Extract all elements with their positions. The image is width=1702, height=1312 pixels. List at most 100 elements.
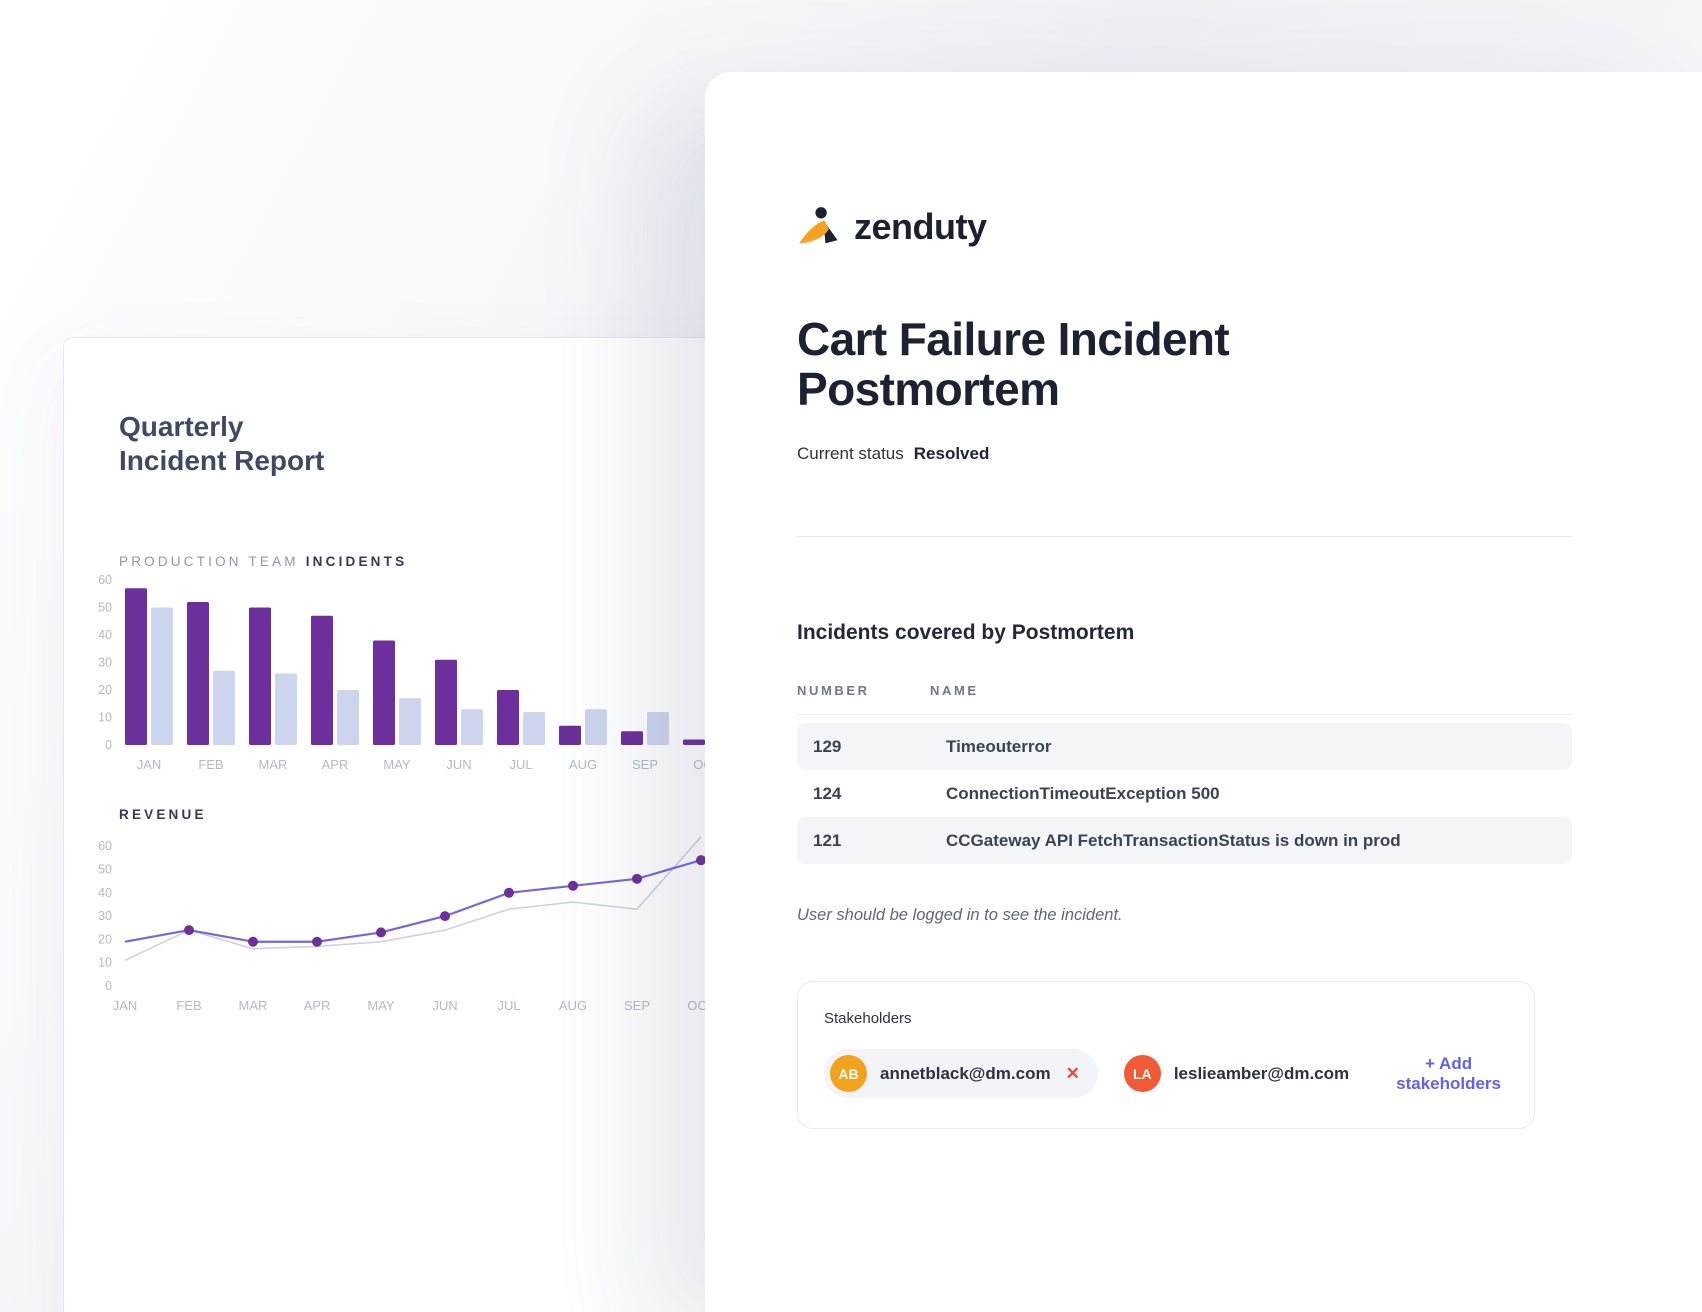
x-month-label: SEP bbox=[632, 757, 658, 772]
y-tick-label: 60 bbox=[98, 573, 112, 587]
revenue-chart-title: REVENUE bbox=[119, 807, 1062, 822]
bar-incidents-secondary-AUG bbox=[585, 709, 607, 745]
bar-incidents-primary-APR bbox=[311, 615, 333, 745]
status-row: Current status Resolved bbox=[797, 444, 1572, 464]
report-title-line1: Quarterly bbox=[119, 411, 244, 442]
brand-name: zenduty bbox=[854, 206, 987, 247]
x-month-label: APR bbox=[322, 757, 349, 772]
stakeholders-row: AB annetblack@dm.com ✕ LA leslieamber@dm… bbox=[824, 1049, 1508, 1098]
x-month-label: FEB bbox=[198, 757, 223, 772]
y-tick-label: 50 bbox=[98, 863, 112, 877]
bar-incidents-secondary-MAY bbox=[399, 698, 421, 745]
table-header: NUMBER NAME bbox=[797, 683, 1572, 698]
incident-name: CCGateway API FetchTransactionStatus is … bbox=[946, 830, 1401, 850]
x-month-label: AUG bbox=[569, 757, 597, 772]
y-tick-label: 40 bbox=[98, 886, 112, 900]
brand-row: zenduty bbox=[797, 72, 1572, 248]
y-tick-label: 0 bbox=[105, 979, 112, 993]
data-point-dot bbox=[440, 911, 450, 922]
incident-number: 129 bbox=[813, 736, 842, 756]
avatar: LA bbox=[1123, 1055, 1161, 1092]
column-header-name: NAME bbox=[930, 683, 979, 698]
y-tick-label: 20 bbox=[98, 932, 112, 946]
revenue-secondary-line bbox=[124, 836, 702, 962]
x-month-label: SEP bbox=[624, 998, 650, 1013]
y-tick-label: 0 bbox=[105, 738, 112, 752]
incidents-table: 129 Timeouterror 124 ConnectionTimeoutEx… bbox=[797, 723, 1572, 864]
bar-incidents-primary-MAR bbox=[249, 607, 271, 745]
x-month-label: JAN bbox=[113, 998, 138, 1013]
bar-incidents-primary-JUN bbox=[435, 659, 457, 745]
stakeholders-card: Stakeholders AB annetblack@dm.com ✕ LA l… bbox=[797, 981, 1535, 1129]
bar-incidents-primary-SEP bbox=[621, 731, 643, 745]
bar-incidents-primary-MAY bbox=[373, 640, 395, 745]
x-month-label: MAR bbox=[259, 757, 288, 772]
divider bbox=[797, 536, 1572, 537]
table-row[interactable]: 121 CCGateway API FetchTransactionStatus… bbox=[797, 817, 1572, 864]
add-stakeholders-button[interactable]: + Add stakeholders bbox=[1389, 1054, 1508, 1094]
data-point-dot bbox=[696, 855, 706, 866]
bar-incidents-primary-JUL bbox=[497, 690, 519, 745]
table-row[interactable]: 129 Timeouterror bbox=[797, 723, 1572, 770]
incident-name: ConnectionTimeoutException 500 bbox=[946, 783, 1220, 803]
data-point-dot bbox=[376, 927, 386, 938]
bar-incidents-secondary-JAN bbox=[151, 607, 173, 745]
stakeholder-email: annetblack@dm.com bbox=[880, 1063, 1051, 1083]
incidents-bar-chart: 0 10 20 30 40 50 60 JAN FEB MAR APR MAY JUN JUL AUG SEP… bbox=[98, 573, 731, 772]
incidents-chart-title: PRODUCTION TEAM INCIDENTS bbox=[119, 554, 1062, 569]
revenue-primary-line bbox=[124, 859, 702, 943]
stakeholder-email: leslieamber@dm.com bbox=[1173, 1063, 1350, 1083]
bar-incidents-secondary-SEP bbox=[647, 712, 669, 745]
status-label: Current status bbox=[797, 444, 904, 463]
report-title: Quarterly Incident Report bbox=[119, 410, 1062, 478]
avatar: AB bbox=[830, 1055, 867, 1092]
x-month-label: FEB bbox=[176, 998, 201, 1013]
incident-number: 124 bbox=[813, 783, 842, 803]
remove-stakeholder-button[interactable]: ✕ bbox=[1065, 1063, 1080, 1083]
data-point-dot bbox=[632, 873, 642, 884]
bar-incidents-primary-AUG bbox=[559, 725, 581, 745]
bar-incidents-secondary-JUL bbox=[523, 712, 545, 745]
x-month-label: APR bbox=[304, 998, 331, 1013]
data-point-dot bbox=[248, 936, 258, 947]
data-point-dot bbox=[504, 887, 514, 898]
bar-incidents-secondary-APR bbox=[337, 690, 359, 745]
y-tick-label: 40 bbox=[98, 628, 112, 642]
revenue-chart-title-bold: REVENUE bbox=[119, 807, 207, 822]
bar-incidents-secondary-FEB bbox=[213, 670, 235, 745]
incidents-chart-title-prefix: PRODUCTION TEAM bbox=[119, 554, 299, 569]
incident-number: 121 bbox=[813, 830, 842, 850]
bar-incidents-primary-OCT bbox=[683, 739, 705, 745]
x-month-label: JAN bbox=[137, 757, 162, 772]
x-month-label: MAY bbox=[367, 998, 395, 1013]
table-row[interactable]: 124 ConnectionTimeoutException 500 bbox=[797, 770, 1572, 817]
y-tick-label: 30 bbox=[98, 909, 112, 923]
report-title-line2: Incident Report bbox=[119, 445, 325, 476]
revenue-line-chart: 0 10 20 30 40 50 60 JAN FEB MAR APR MAY JUN JUL AUG SEP… bbox=[98, 836, 715, 1013]
stakeholder-chip: AB annetblack@dm.com ✕ bbox=[824, 1049, 1098, 1098]
x-month-label: JUN bbox=[432, 998, 457, 1013]
y-tick-label: 50 bbox=[98, 601, 112, 615]
zenduty-logo-icon bbox=[799, 207, 838, 244]
section-title: Incidents covered by Postmortem bbox=[797, 621, 1135, 644]
bar-incidents-secondary-JUN bbox=[461, 709, 483, 745]
status-badge: Resolved bbox=[913, 444, 990, 463]
stakeholders-label: Stakeholders bbox=[824, 1010, 912, 1027]
x-month-label: JUL bbox=[509, 757, 532, 772]
y-tick-label: 10 bbox=[98, 711, 112, 725]
y-tick-label: 10 bbox=[98, 956, 112, 970]
x-month-label: AUG bbox=[559, 998, 587, 1013]
y-tick-label: 20 bbox=[98, 683, 112, 697]
incident-name: Timeouterror bbox=[946, 736, 1052, 756]
x-month-label: MAY bbox=[383, 757, 411, 772]
y-tick-label: 60 bbox=[98, 839, 112, 853]
incidents-chart-title-bold: INCIDENTS bbox=[305, 554, 408, 569]
x-month-label: JUL bbox=[497, 998, 520, 1013]
data-point-dot bbox=[568, 880, 578, 891]
data-point-dot bbox=[312, 936, 322, 947]
stakeholder-item: LA leslieamber@dm.com bbox=[1123, 1055, 1350, 1092]
column-header-number: NUMBER bbox=[797, 683, 870, 698]
table-header-underline bbox=[797, 714, 1572, 715]
data-point-dot bbox=[184, 925, 194, 936]
